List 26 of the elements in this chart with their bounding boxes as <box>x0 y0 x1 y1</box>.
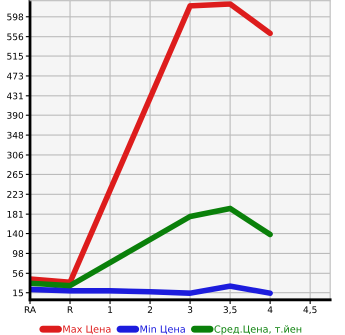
x-tick-label: 3,5 <box>224 306 237 314</box>
y-tick-label: 140 <box>8 230 24 238</box>
y-tick-label: 265 <box>7 171 23 178</box>
legend-label: Min Цена <box>140 325 185 334</box>
x-tick-label: R <box>68 306 73 313</box>
y-tick-label: 598 <box>7 13 24 20</box>
legend-label: Max Цена <box>63 326 110 334</box>
x-tick-label: 2 <box>148 306 152 313</box>
y-tick-label: 431 <box>6 92 23 100</box>
x-tick-label: RA <box>24 306 36 313</box>
y-tick-label: 56 <box>12 270 24 277</box>
y-tick-label: 556 <box>7 33 24 40</box>
y-tick-label: 15 <box>13 290 23 296</box>
y-tick-label: 390 <box>7 112 24 119</box>
x-tick-label: 1 <box>108 306 112 313</box>
x-tick-label: 3 <box>188 306 192 314</box>
y-tick-label: 348 <box>7 132 24 139</box>
legend-label: Сред.Цена, т.йен <box>214 325 302 335</box>
y-tick-label: 181 <box>8 210 23 218</box>
x-tick-label: 4 <box>268 306 272 313</box>
y-tick-label: 515 <box>7 52 23 60</box>
y-tick-label: 306 <box>7 152 24 159</box>
y-tick-label: 98 <box>12 250 24 257</box>
y-tick-label: 473 <box>6 72 24 80</box>
x-tick-label: 4,5 <box>303 306 317 314</box>
y-tick-label: 223 <box>7 191 24 198</box>
